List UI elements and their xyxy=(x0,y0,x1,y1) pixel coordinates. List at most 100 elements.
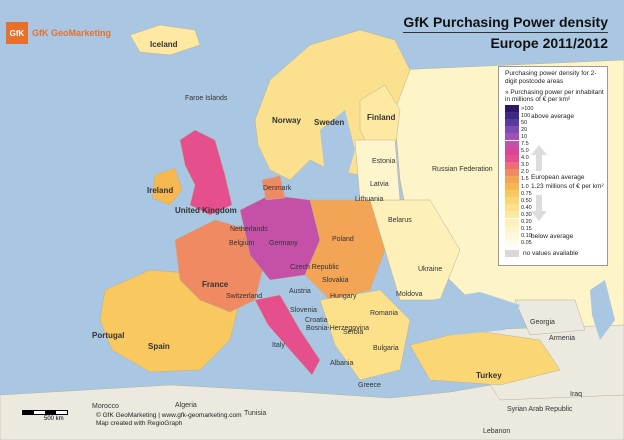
legend-class-row: 2.0 xyxy=(505,168,533,176)
land-balkans xyxy=(319,289,411,381)
legend-class-row: 100 xyxy=(505,112,533,120)
legend-class-label: 0.20 xyxy=(521,219,532,226)
legend-class-label: 4.0 xyxy=(521,155,529,162)
legend-class-swatch xyxy=(505,168,519,176)
legend-no-values: no values available xyxy=(505,250,578,257)
legend-class-swatch xyxy=(505,204,519,212)
no-values-swatch xyxy=(505,250,519,257)
label-poland: Poland xyxy=(332,236,354,243)
label-morocco: Morocco xyxy=(92,403,119,410)
land-uk xyxy=(179,129,233,216)
black-sea xyxy=(430,292,520,335)
gfk-logo: GfK xyxy=(6,22,28,44)
legend-class-label: 2.0 xyxy=(521,169,529,176)
arrow-up-icon xyxy=(531,145,547,171)
legend-class-label: 1.5 xyxy=(521,176,529,183)
legend-class-swatch xyxy=(505,239,519,247)
no-values-label: no values available xyxy=(523,250,579,257)
legend-class-swatch xyxy=(505,105,519,113)
legend-class-label: 10 xyxy=(521,133,528,140)
land-iceland xyxy=(129,24,201,56)
legend-class-swatch xyxy=(505,140,519,148)
land-denmark xyxy=(261,175,286,201)
label-lebanon: Lebanon xyxy=(483,428,511,435)
label-turkey: Turkey xyxy=(476,371,502,380)
legend-class-row: 0.40 xyxy=(505,204,533,212)
legend-class-row: 0.30 xyxy=(505,211,533,219)
legend-class-swatch xyxy=(505,154,519,162)
legend-class-label: 100 xyxy=(521,112,531,119)
title-line1: GfK Purchasing Power density xyxy=(403,14,608,30)
legend-class-row: 10 xyxy=(505,133,533,141)
legend-class-row: >100 xyxy=(505,105,534,113)
legend-class-label: 7.5 xyxy=(521,141,529,148)
label-france: France xyxy=(202,280,229,289)
label-austria: Austria xyxy=(289,288,311,295)
label-russia: Russian Federation xyxy=(432,166,493,173)
label-greece: Greece xyxy=(358,382,381,389)
label-moldova: Moldova xyxy=(396,291,423,298)
legend-class-row: 5.0 xyxy=(505,147,533,155)
title-line2: Europe 2011/2012 xyxy=(403,32,608,51)
legend-class-swatch xyxy=(505,190,519,198)
label-uk: United Kingdom xyxy=(175,206,237,215)
legend-class-label: 3.0 xyxy=(521,162,529,169)
scale-label: 500 km xyxy=(44,416,64,422)
label-hungary: Hungary xyxy=(330,293,357,300)
legend-class-label: 0.15 xyxy=(521,226,532,233)
label-ukraine: Ukraine xyxy=(418,266,443,273)
label-iraq: Iraq xyxy=(570,391,583,398)
legend-class-label: 0.75 xyxy=(521,190,532,197)
legend-class-row: 0.05 xyxy=(505,239,533,247)
label-croatia: Croatia xyxy=(305,317,328,324)
label-algeria: Algeria xyxy=(175,402,197,409)
label-latvia: Latvia xyxy=(370,181,389,188)
legend-class-swatch xyxy=(505,225,519,233)
legend-class-label: 0.30 xyxy=(521,211,532,218)
legend-above: above average xyxy=(531,113,575,120)
legend-title: Purchasing power density for 2-digit pos… xyxy=(505,70,597,85)
legend-class-row: 0.15 xyxy=(505,225,533,233)
brand-name: GfK GeoMarketing xyxy=(32,28,112,38)
legend: Purchasing power density for 2-digit pos… xyxy=(498,66,608,266)
legend-class-row: 20 xyxy=(505,126,533,134)
legend-class-row: 50 xyxy=(505,119,533,127)
label-armenia: Armenia xyxy=(549,335,576,342)
legend-class-swatch xyxy=(505,175,519,183)
legend-class-swatch xyxy=(505,126,519,134)
land-ireland xyxy=(151,167,183,206)
caspian-sea xyxy=(590,280,615,340)
footer-copyright: © GfK GeoMarketing | www.gfk-geomarketin… xyxy=(96,412,242,419)
legend-class-label: 0.05 xyxy=(521,240,532,247)
label-albania: Albania xyxy=(330,360,354,367)
legend-class-label: 1.0 xyxy=(521,183,529,190)
legend-class-swatch xyxy=(505,232,519,240)
label-ireland: Ireland xyxy=(147,186,174,195)
scale-bar: 500 km xyxy=(22,410,68,422)
legend-european-avg: European average xyxy=(531,174,585,181)
legend-class-swatch xyxy=(505,112,519,120)
legend-class-label: 0.50 xyxy=(521,197,532,204)
legend-class-swatch xyxy=(505,197,519,205)
legend-class-label: 20 xyxy=(521,126,528,133)
land-africa xyxy=(0,379,624,440)
label-czech: Czech Republic xyxy=(290,264,340,271)
footer: © GfK GeoMarketing | www.gfk-geomarketin… xyxy=(96,412,242,428)
label-norway: Norway xyxy=(272,116,301,125)
label-spain: Spain xyxy=(148,342,170,351)
label-romania: Romania xyxy=(370,310,399,317)
land-baltic xyxy=(354,139,401,201)
legend-class-swatch xyxy=(505,183,519,191)
label-slovenia: Slovenia xyxy=(290,307,317,314)
legend-class-label: >100 xyxy=(521,105,534,112)
label-slovakia: Slovakia xyxy=(322,277,349,284)
legend-class-row: 0.20 xyxy=(505,218,533,226)
label-georgia: Georgia xyxy=(530,319,555,326)
label-italy: Italy xyxy=(272,342,285,349)
label-portugal: Portugal xyxy=(92,331,125,340)
legend-class-swatch xyxy=(505,211,519,219)
legend-class-label: 0.10 xyxy=(521,233,532,240)
baltic-sea xyxy=(320,110,355,185)
label-bulgaria: Bulgaria xyxy=(373,345,399,352)
